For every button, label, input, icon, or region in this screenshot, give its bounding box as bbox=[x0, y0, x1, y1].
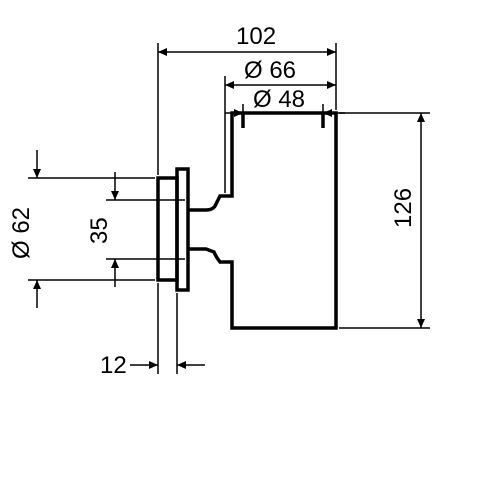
dim-66: Ø 66 bbox=[225, 57, 336, 89]
dim-102: 102 bbox=[158, 23, 336, 56]
dim-35-value: 35 bbox=[86, 217, 113, 244]
dim-126: 126 bbox=[390, 113, 425, 328]
dim-35: 35 bbox=[86, 172, 119, 287]
dim-102-value: 102 bbox=[236, 23, 276, 50]
dim-48-value: Ø 48 bbox=[253, 86, 305, 113]
dim-12: 12 bbox=[100, 352, 205, 379]
dim-62-value: Ø 62 bbox=[8, 207, 35, 259]
part-outline bbox=[158, 113, 336, 328]
dim-126-value: 126 bbox=[390, 188, 417, 228]
dimension-drawing: 102 Ø 66 Ø 48 126 Ø 62 35 bbox=[0, 0, 500, 500]
dim-66-value: Ø 66 bbox=[244, 57, 296, 84]
dim-48: Ø 48 bbox=[225, 86, 345, 117]
extension-lines bbox=[28, 43, 430, 374]
dim-12-value: 12 bbox=[100, 352, 127, 379]
dim-62: Ø 62 bbox=[8, 150, 41, 308]
